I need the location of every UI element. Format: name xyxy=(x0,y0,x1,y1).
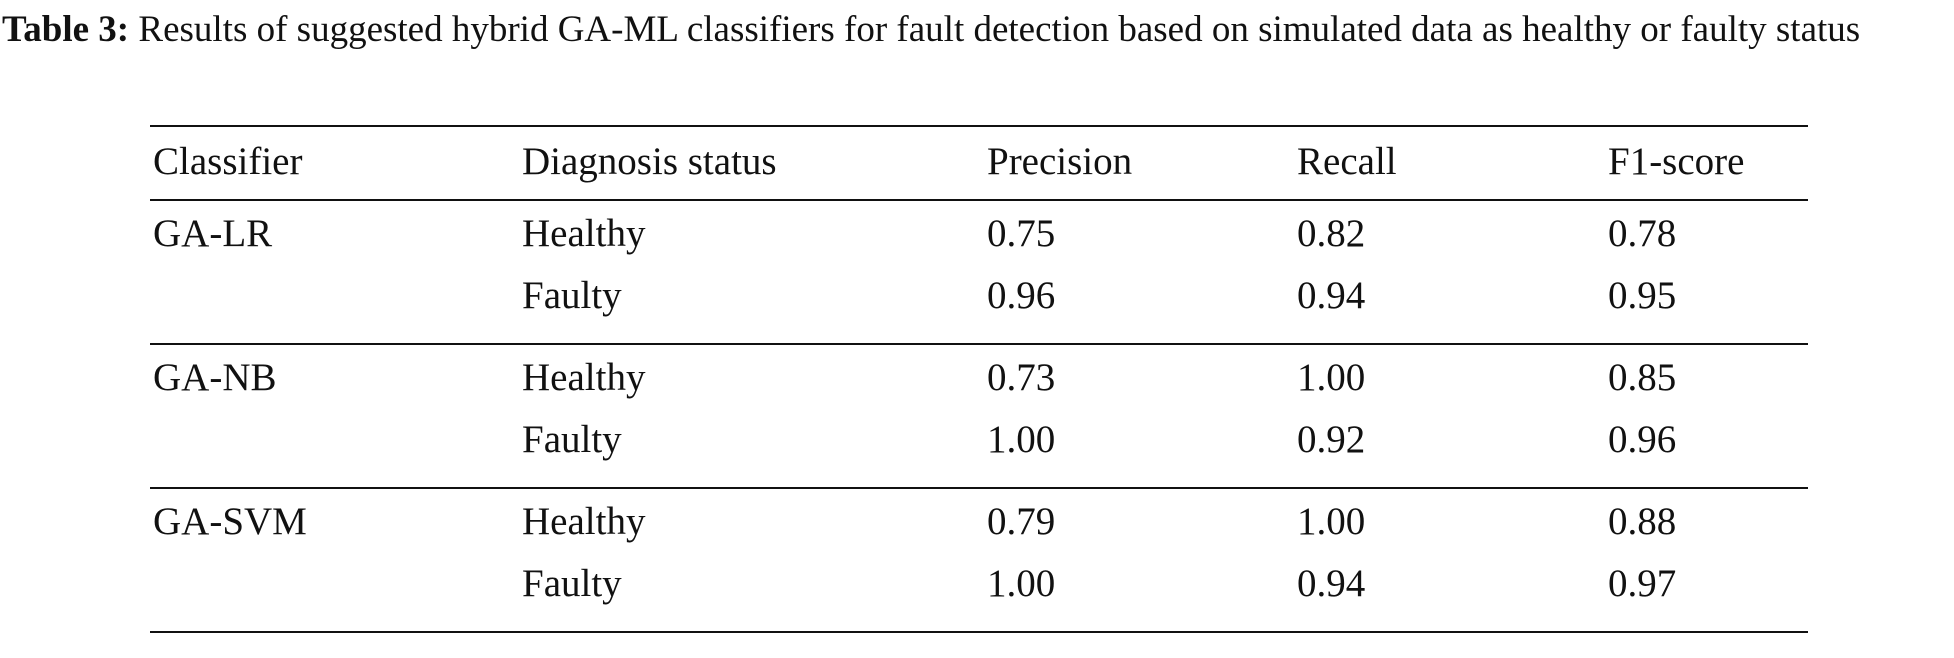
table-row: Faulty 0.96 0.94 0.95 xyxy=(150,273,1808,335)
table-row: GA-SVM Healthy 0.79 1.00 0.88 xyxy=(150,499,1808,561)
precision-value: 1.00 xyxy=(987,418,1056,461)
table-group-rule xyxy=(150,487,1808,489)
table-group-rule xyxy=(150,343,1808,345)
table-header-rule xyxy=(150,199,1808,201)
classifier-name: GA-LR xyxy=(153,212,273,255)
table-bottom-rule xyxy=(150,631,1808,633)
recall-value: 0.94 xyxy=(1297,274,1366,317)
table-group-ga-nb: GA-NB Healthy 0.73 1.00 0.85 Faulty 1.00… xyxy=(150,345,1808,487)
table-row: GA-LR Healthy 0.75 0.82 0.78 xyxy=(150,211,1808,273)
table-group-ga-svm: GA-SVM Healthy 0.79 1.00 0.88 Faulty 1.0… xyxy=(150,489,1808,631)
f1-value: 0.97 xyxy=(1608,562,1677,605)
table-top-rule xyxy=(150,125,1808,127)
f1-value: 0.95 xyxy=(1608,274,1677,317)
precision-value: 1.00 xyxy=(987,562,1056,605)
precision-value: 0.75 xyxy=(987,212,1056,255)
recall-value: 1.00 xyxy=(1297,356,1366,399)
recall-value: 0.92 xyxy=(1297,418,1366,461)
precision-value: 0.96 xyxy=(987,274,1056,317)
diagnosis-status: Faulty xyxy=(522,274,622,317)
f1-value: 0.96 xyxy=(1608,418,1677,461)
table-header-row: Classifier Diagnosis status Precision Re… xyxy=(150,127,1808,199)
precision-value: 0.79 xyxy=(987,500,1056,543)
diagnosis-status: Healthy xyxy=(522,500,646,543)
header-recall: Recall xyxy=(1297,140,1397,183)
header-diagnosis-status: Diagnosis status xyxy=(522,140,777,183)
table-group-ga-lr: GA-LR Healthy 0.75 0.82 0.78 Faulty 0.96… xyxy=(150,201,1808,343)
header-classifier: Classifier xyxy=(153,140,303,183)
f1-value: 0.88 xyxy=(1608,500,1677,543)
diagnosis-status: Healthy xyxy=(522,212,646,255)
f1-value: 0.78 xyxy=(1608,212,1677,255)
recall-value: 0.82 xyxy=(1297,212,1366,255)
recall-value: 1.00 xyxy=(1297,500,1366,543)
precision-value: 0.73 xyxy=(987,356,1056,399)
table-caption-label: Table 3: xyxy=(2,9,130,50)
table-row: Faulty 1.00 0.94 0.97 xyxy=(150,561,1808,623)
table-row: GA-NB Healthy 0.73 1.00 0.85 xyxy=(150,355,1808,417)
recall-value: 0.94 xyxy=(1297,562,1366,605)
diagnosis-status: Faulty xyxy=(522,418,622,461)
header-f1-score: F1-score xyxy=(1608,140,1745,183)
classifier-name: GA-SVM xyxy=(153,500,307,543)
results-table: Classifier Diagnosis status Precision Re… xyxy=(150,125,1808,633)
classifier-name: GA-NB xyxy=(153,356,277,399)
diagnosis-status: Faulty xyxy=(522,562,622,605)
diagnosis-status: Healthy xyxy=(522,356,646,399)
header-precision: Precision xyxy=(987,140,1133,183)
table-caption-text: Results of suggested hybrid GA-ML classi… xyxy=(129,9,1861,50)
table-row: Faulty 1.00 0.92 0.96 xyxy=(150,417,1808,479)
table-caption: Table 3: Results of suggested hybrid GA-… xyxy=(2,2,1950,57)
f1-value: 0.85 xyxy=(1608,356,1677,399)
